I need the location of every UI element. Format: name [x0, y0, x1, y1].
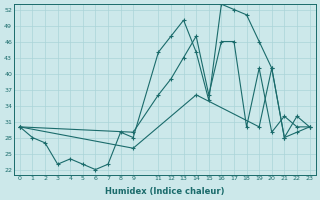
- X-axis label: Humidex (Indice chaleur): Humidex (Indice chaleur): [105, 187, 224, 196]
